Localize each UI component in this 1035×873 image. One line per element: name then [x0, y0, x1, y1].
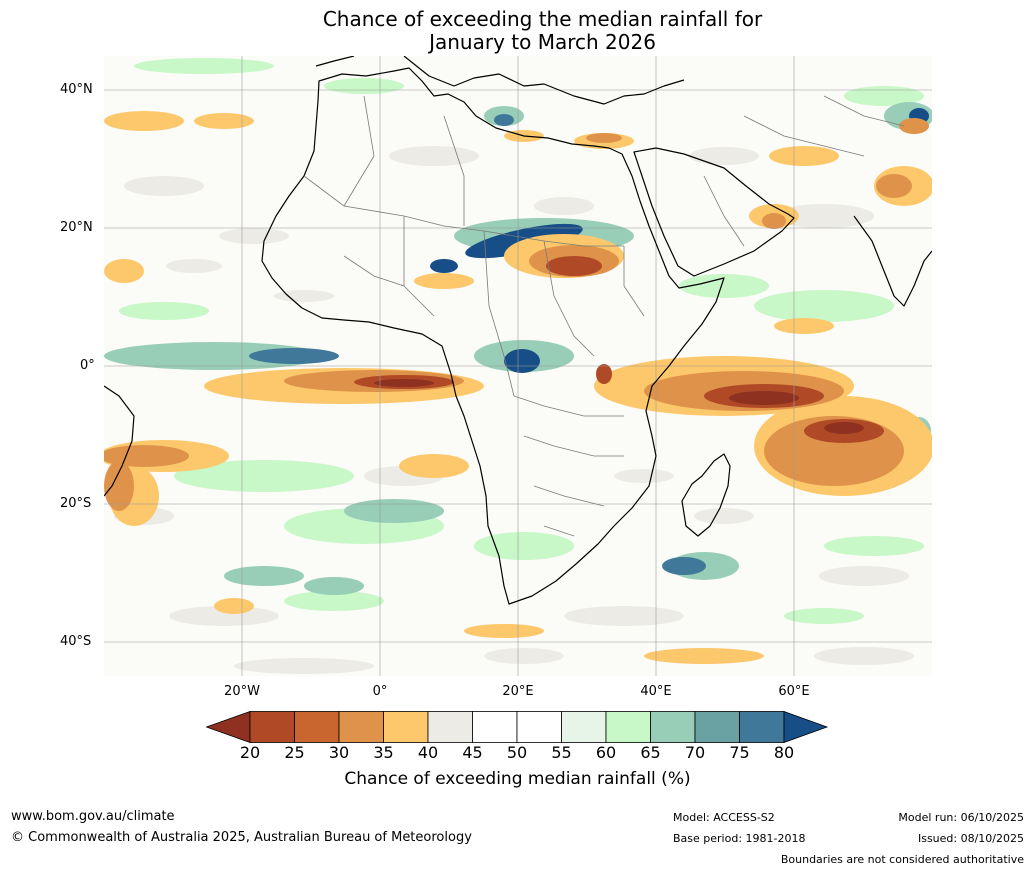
rainfall-map[interactable] — [104, 56, 932, 676]
colorbar-cell — [516, 711, 562, 743]
colorbar-cell — [427, 711, 473, 743]
colorbar-cell — [739, 711, 785, 743]
model-run-date: Model run: 06/10/2025 — [898, 811, 1024, 824]
colorbar-tick: 70 — [684, 743, 706, 762]
coastlines — [104, 56, 932, 605]
lon-label-20e: 20°E — [502, 684, 534, 699]
colorbar-cell — [472, 711, 518, 743]
map-canvas — [104, 56, 932, 676]
colorbar-tick: 25 — [284, 743, 305, 762]
model-name: Model: ACCESS-S2 — [673, 811, 775, 824]
above-median-high-patches — [249, 114, 706, 575]
copyright: © Commonwealth of Australia 2025, Austra… — [11, 830, 472, 845]
arabia-coastline — [633, 147, 795, 277]
above-median-light-patches — [119, 58, 924, 624]
colorbar-cell — [294, 711, 340, 743]
lat-label-40n: 40°N — [60, 82, 93, 97]
colorbar-tick: 75 — [729, 743, 750, 762]
colorbar-cell — [694, 711, 740, 743]
lon-label-0: 0° — [372, 684, 388, 699]
colorbar-tick: 50 — [506, 743, 528, 762]
colorbar-cell — [561, 711, 607, 743]
colorbar-tick: 55 — [551, 743, 572, 762]
above-median-highest-patches — [430, 108, 929, 373]
colorbar-arrow-high — [783, 711, 829, 743]
colorbar-cell — [383, 711, 429, 743]
colorbar-tick: 20 — [239, 743, 261, 762]
lon-label-20w: 20°W — [224, 684, 260, 699]
colorbar-tick: 45 — [462, 743, 483, 762]
africa-coastline — [261, 67, 725, 605]
colorbar-tick: 60 — [595, 743, 617, 762]
lat-label-0: 0° — [80, 358, 95, 373]
lon-label-60e: 60°E — [778, 684, 810, 699]
colorbar-tick: 35 — [373, 743, 394, 762]
map-title: Chance of exceeding the median rainfall … — [0, 8, 1035, 54]
colorbar-cell — [650, 711, 696, 743]
colorbar-tick: 65 — [640, 743, 661, 762]
issued-date: Issued: 08/10/2025 — [917, 832, 1024, 845]
colorbar-label: Chance of exceeding median rainfall (%) — [344, 769, 691, 789]
base-period: Base period: 1981-2018 — [673, 832, 806, 845]
colorbar-arrow-low — [206, 711, 251, 743]
title-line-2: January to March 2026 — [429, 30, 656, 54]
madagascar-coastline — [681, 453, 731, 537]
colorbar-tick: 40 — [417, 743, 439, 762]
colorbar-cell — [605, 711, 651, 743]
below-median-highest-patches — [374, 379, 864, 434]
europe-coastline — [315, 56, 685, 105]
south-america-coastline — [104, 385, 135, 497]
india-coastline — [853, 215, 932, 307]
title-line-1: Chance of exceeding the median rainfall … — [322, 7, 763, 31]
colorbar — [206, 711, 829, 743]
colorbar-cell — [338, 711, 384, 743]
borders — [303, 95, 905, 537]
colorbar-tick: 30 — [328, 743, 350, 762]
lat-label-20s: 20°S — [60, 496, 92, 511]
colorbar-cell — [249, 711, 295, 743]
lon-label-40e: 40°E — [640, 684, 672, 699]
lat-label-20n: 20°N — [60, 220, 93, 235]
lat-label-40s: 40°S — [60, 634, 92, 649]
colorbar-tick: 80 — [773, 743, 795, 762]
boundaries-disclaimer: Boundaries are not considered authoritat… — [780, 853, 1024, 866]
graticule — [104, 56, 932, 676]
website-link[interactable]: www.bom.gov.au/climate — [11, 809, 175, 824]
